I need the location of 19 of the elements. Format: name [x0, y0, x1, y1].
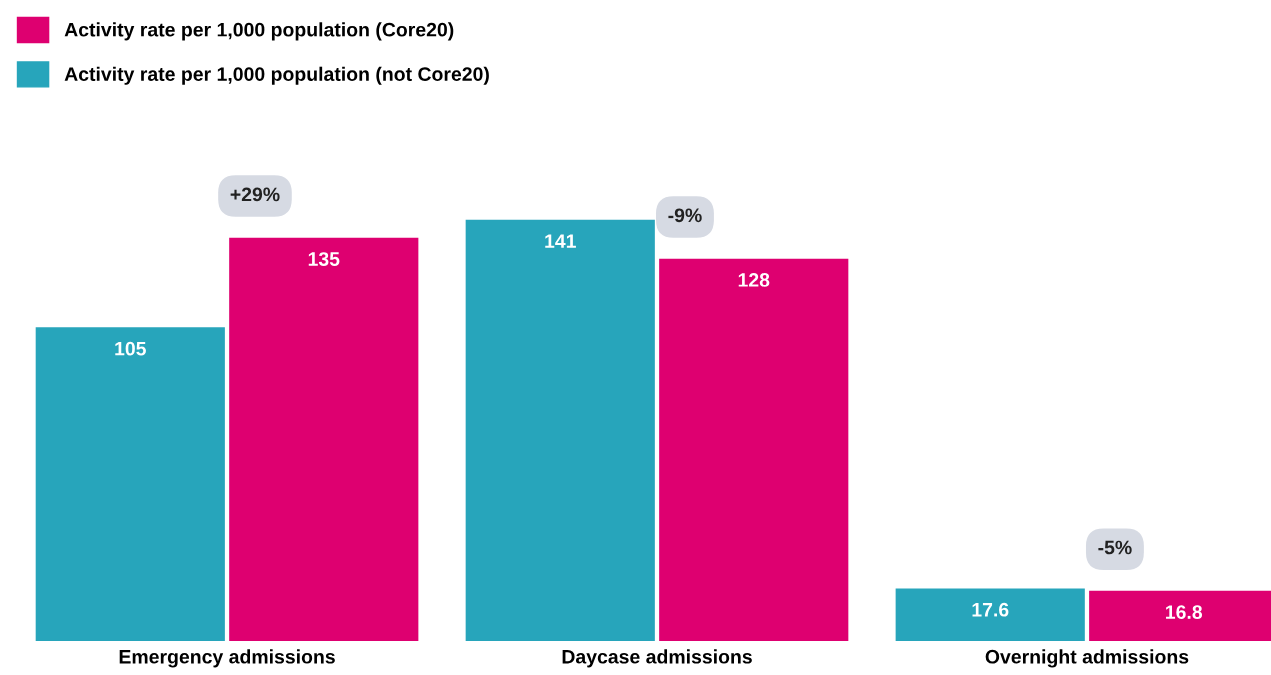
annotation: -9%	[668, 208, 702, 223]
annotation: -5%	[1098, 540, 1132, 555]
bar	[895, 588, 1085, 641]
x-tick-label: Emergency admissions	[119, 649, 335, 668]
data-label: 105	[115, 341, 146, 356]
data-label: 17.6	[972, 602, 1009, 617]
legend-label: Activity rate per 1,000 population (not Core20)	[64, 66, 489, 85]
annotation: +29%	[230, 187, 280, 202]
bar	[229, 237, 419, 641]
x-tick-label: Daycase admissions	[562, 649, 752, 668]
bar	[35, 327, 225, 641]
legend-label: Activity rate per 1,000 population (Core20)	[64, 22, 454, 41]
data-label: 16.8	[1166, 605, 1203, 619]
x-tick-label: Overnight admissions	[985, 649, 1189, 668]
data-label: 128	[738, 273, 770, 287]
data-label: 135	[308, 252, 340, 266]
bar	[659, 258, 849, 641]
data-label: 141	[545, 234, 576, 248]
bar	[465, 219, 655, 641]
